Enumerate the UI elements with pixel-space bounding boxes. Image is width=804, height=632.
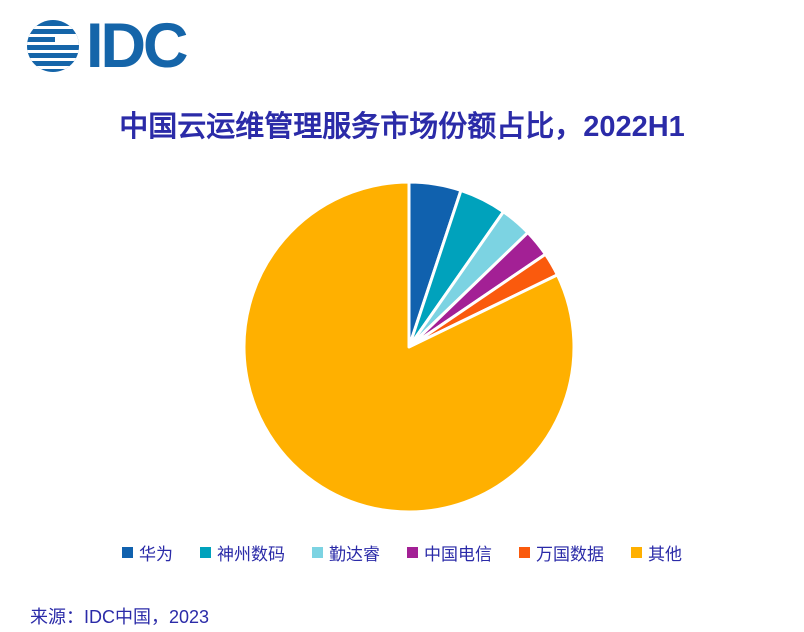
pie-chart (242, 180, 576, 514)
idc-globe-icon (27, 20, 79, 72)
pie-chart-area (241, 179, 577, 515)
legend-item: 勤达睿 (312, 540, 380, 565)
legend-label: 华为 (139, 545, 173, 564)
source-note: 来源：IDC中国，2023 (30, 607, 210, 627)
legend-item: 华为 (122, 540, 173, 565)
legend-label: 神州数码 (217, 545, 285, 564)
idc-logo: IDC (27, 11, 188, 81)
legend-swatch (312, 547, 323, 558)
chart-title: 中国云运维管理服务市场份额占比，2022H1 (119, 111, 685, 143)
legend-swatch (122, 547, 133, 558)
legend-swatch (631, 547, 642, 558)
idc-logo-text: IDC (86, 11, 188, 81)
chart-legend: 华为 神州数码 勤达睿 中国电信 万国数据 其他 (0, 540, 804, 565)
legend-swatch (519, 547, 530, 558)
legend-label: 中国电信 (424, 545, 492, 564)
legend-label: 万国数据 (536, 545, 604, 564)
legend-swatch (407, 547, 418, 558)
legend-item: 中国电信 (407, 540, 492, 565)
legend-item: 神州数码 (200, 540, 285, 565)
legend-swatch (200, 547, 211, 558)
pie-slice-6 (242, 180, 576, 514)
legend-item: 其他 (631, 540, 682, 565)
legend-item: 万国数据 (519, 540, 604, 565)
legend-label: 勤达睿 (329, 545, 380, 564)
legend-label: 其他 (648, 545, 682, 564)
